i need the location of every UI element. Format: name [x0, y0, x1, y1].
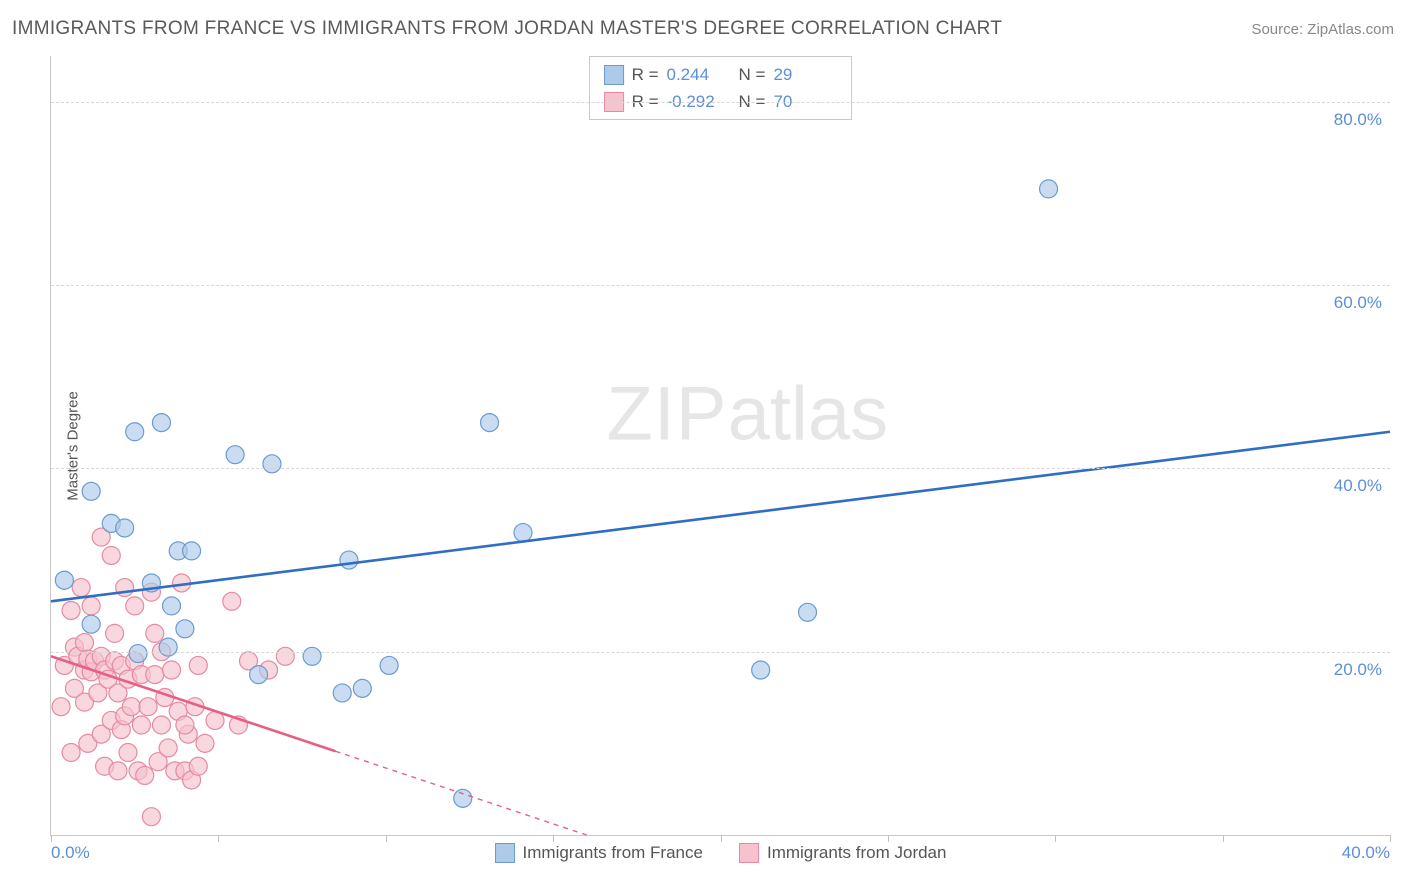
data-point [55, 571, 73, 589]
data-point [159, 638, 177, 656]
y-tick-label: 60.0% [1334, 293, 1382, 313]
data-point [799, 603, 817, 621]
x-tick [1223, 835, 1224, 842]
data-point [126, 597, 144, 615]
data-point [152, 414, 170, 432]
y-tick-label: 80.0% [1334, 110, 1382, 130]
data-point [514, 524, 532, 542]
data-point [333, 684, 351, 702]
x-tick-label-min: 0.0% [51, 843, 90, 863]
y-tick-label: 20.0% [1334, 660, 1382, 680]
data-point [481, 414, 499, 432]
data-point [340, 551, 358, 569]
x-tick [386, 835, 387, 842]
legend-label-france: Immigrants from France [523, 843, 703, 863]
legend-row-france: R = 0.244 N = 29 [604, 61, 838, 88]
data-point [136, 766, 154, 784]
data-point [196, 734, 214, 752]
data-point [176, 716, 194, 734]
data-point [142, 808, 160, 826]
data-point [129, 645, 147, 663]
x-tick [1390, 835, 1391, 842]
data-point [72, 579, 90, 597]
source-label: Source: ZipAtlas.com [1251, 21, 1394, 38]
data-point [132, 716, 150, 734]
data-point [159, 739, 177, 757]
data-point [263, 455, 281, 473]
data-point [146, 666, 164, 684]
gridline [51, 652, 1390, 653]
gridline [51, 468, 1390, 469]
legend-item-france: Immigrants from France [495, 843, 703, 863]
data-point [176, 620, 194, 638]
r-value-france: 0.244 [667, 61, 731, 88]
data-point [152, 716, 170, 734]
data-point [752, 661, 770, 679]
data-point [223, 592, 241, 610]
data-point [189, 757, 207, 775]
gridline [51, 285, 1390, 286]
data-point [102, 546, 120, 564]
gridline [51, 102, 1390, 103]
chart-title: IMMIGRANTS FROM FRANCE VS IMMIGRANTS FRO… [12, 18, 1002, 40]
data-point [82, 482, 100, 500]
data-point [250, 666, 268, 684]
x-tick [51, 835, 52, 842]
data-point [82, 597, 100, 615]
r-label: R = [632, 61, 659, 88]
data-point [126, 423, 144, 441]
legend-label-jordan: Immigrants from Jordan [767, 843, 947, 863]
data-point [183, 542, 201, 560]
data-point [163, 661, 181, 679]
x-tick [888, 835, 889, 842]
data-point [82, 615, 100, 633]
x-tick [721, 835, 722, 842]
n-value-france: 29 [773, 61, 837, 88]
data-point [454, 789, 472, 807]
data-point [109, 762, 127, 780]
swatch-france-icon [495, 843, 515, 863]
data-point [62, 601, 80, 619]
legend-item-jordan: Immigrants from Jordan [739, 843, 947, 863]
x-tick [553, 835, 554, 842]
title-bar: IMMIGRANTS FROM FRANCE VS IMMIGRANTS FRO… [12, 18, 1394, 40]
plot-area: ZIPatlas R = 0.244 N = 29 R = -0.292 N =… [50, 56, 1390, 836]
data-point [226, 446, 244, 464]
trendline-extrapolated [336, 751, 587, 835]
data-point [189, 656, 207, 674]
plot-svg [51, 56, 1390, 835]
data-point [116, 519, 134, 537]
data-point [122, 698, 140, 716]
n-label: N = [739, 61, 766, 88]
data-point [276, 647, 294, 665]
data-point [119, 744, 137, 762]
trendline [51, 432, 1390, 602]
y-tick-label: 40.0% [1334, 476, 1382, 496]
data-point [353, 679, 371, 697]
data-point [62, 744, 80, 762]
legend-correlation: R = 0.244 N = 29 R = -0.292 N = 70 [589, 56, 853, 120]
data-point [106, 624, 124, 642]
x-tick [1055, 835, 1056, 842]
data-point [163, 597, 181, 615]
swatch-jordan-icon [739, 843, 759, 863]
x-tick-label-max: 40.0% [1342, 843, 1390, 863]
legend-series: Immigrants from France Immigrants from J… [495, 843, 947, 863]
data-point [146, 624, 164, 642]
data-point [380, 656, 398, 674]
data-point [139, 698, 157, 716]
x-tick [218, 835, 219, 842]
data-point [75, 634, 93, 652]
swatch-france [604, 65, 624, 85]
data-point [1040, 180, 1058, 198]
data-point [52, 698, 70, 716]
data-point [303, 647, 321, 665]
